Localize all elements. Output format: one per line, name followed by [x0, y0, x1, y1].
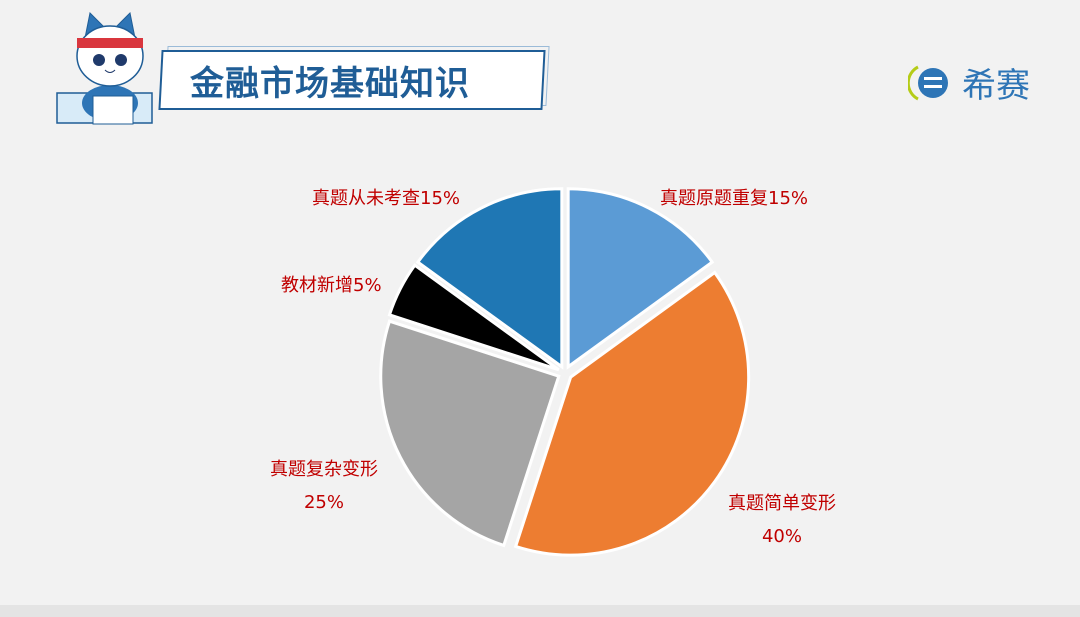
- label-slice-4: 真题从未考查15%: [312, 188, 461, 209]
- label-slice-0: 真题原题重复15%: [660, 188, 809, 209]
- mascot-cat: [56, 11, 153, 125]
- pie-slice-4: [415, 187, 564, 370]
- page-title: 金融市场基础知识: [190, 64, 470, 104]
- pie-slice-2: [379, 319, 561, 548]
- pie-slice-0: [566, 187, 715, 370]
- footer-band: [0, 605, 1080, 617]
- label-slice-1: 真题简单变形 40%: [728, 493, 836, 547]
- logo-icon: [908, 65, 948, 100]
- logo: 希赛: [908, 58, 1030, 107]
- label-slice-3: 教材新增5%: [281, 275, 382, 296]
- label-slice-2: 真题复杂变形 25%: [270, 459, 378, 513]
- pie-slice-1: [513, 270, 751, 557]
- logo-text: 希赛: [962, 66, 1030, 106]
- pie-slice-3: [387, 263, 560, 372]
